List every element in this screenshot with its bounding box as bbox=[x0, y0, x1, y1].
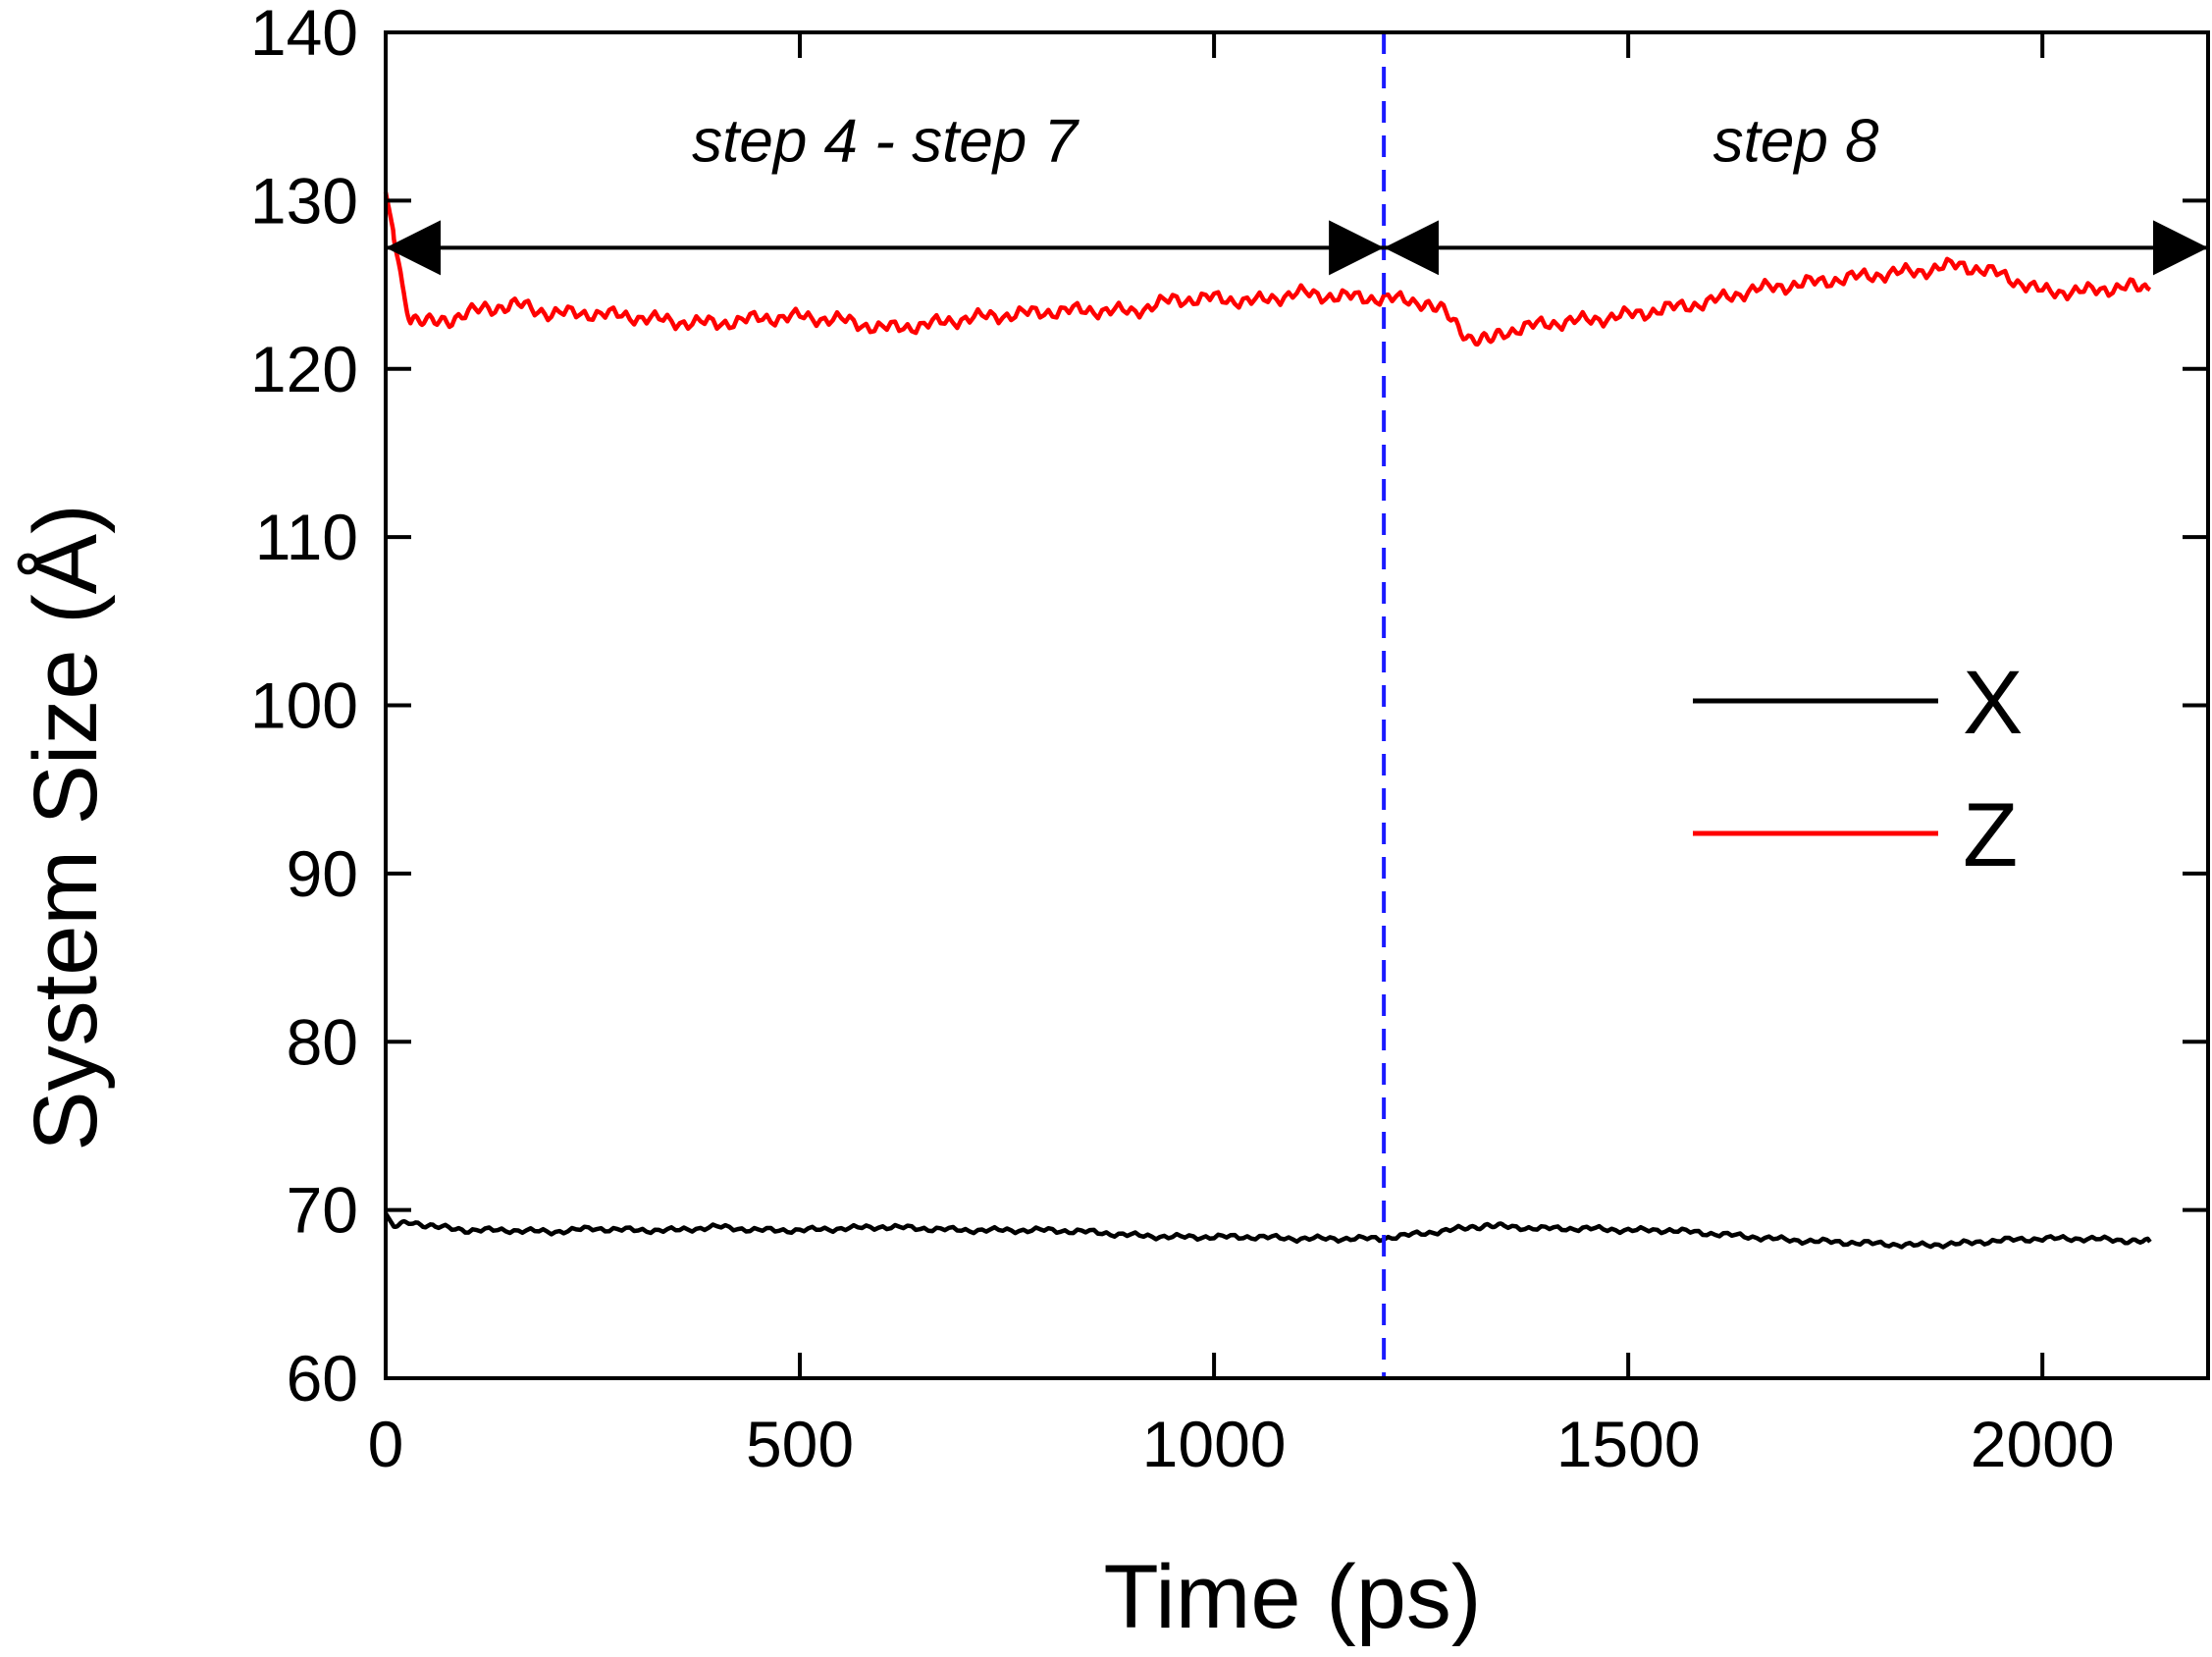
y-axis-title: System Size (Å) bbox=[16, 504, 116, 1150]
x-tick-label: 1500 bbox=[1556, 1408, 1701, 1480]
x-tick-label: 2000 bbox=[1971, 1408, 2115, 1480]
x-axis-title: Time (ps) bbox=[1103, 1547, 1481, 1647]
series-layer bbox=[383, 191, 2152, 1250]
annotation-label-1: step 4 - step 7 bbox=[692, 107, 1080, 175]
series-line-x bbox=[384, 1211, 2152, 1250]
legend-label-z: Z bbox=[1963, 785, 2018, 885]
legend: X Z bbox=[1693, 653, 2023, 885]
y-tick-label: 80 bbox=[287, 1005, 358, 1078]
series-line-z bbox=[383, 191, 2152, 347]
y-tick-label: 70 bbox=[287, 1174, 358, 1247]
y-tick-label: 60 bbox=[287, 1342, 358, 1415]
x-tick-label: 0 bbox=[368, 1408, 404, 1480]
y-tick-label: 100 bbox=[250, 669, 358, 742]
y-tick-label: 130 bbox=[250, 164, 358, 237]
y-tick-label: 140 bbox=[250, 0, 358, 69]
legend-label-x: X bbox=[1963, 653, 2023, 753]
annotation-layer: step 4 - step 7 step 8 bbox=[386, 107, 2208, 276]
x-tick-label: 1000 bbox=[1142, 1408, 1287, 1480]
x-tick-label: 500 bbox=[746, 1408, 854, 1480]
y-tick-label: 90 bbox=[287, 837, 358, 910]
y-tick-label: 110 bbox=[255, 501, 358, 573]
tick-layer: 0 500 1000 1500 2000 60 70 80 90 100 110 120 130 140 bbox=[250, 0, 2208, 1480]
annotation-label-2: step 8 bbox=[1713, 107, 1879, 175]
y-tick-label: 120 bbox=[250, 333, 358, 405]
plot-frame bbox=[384, 30, 2210, 1380]
